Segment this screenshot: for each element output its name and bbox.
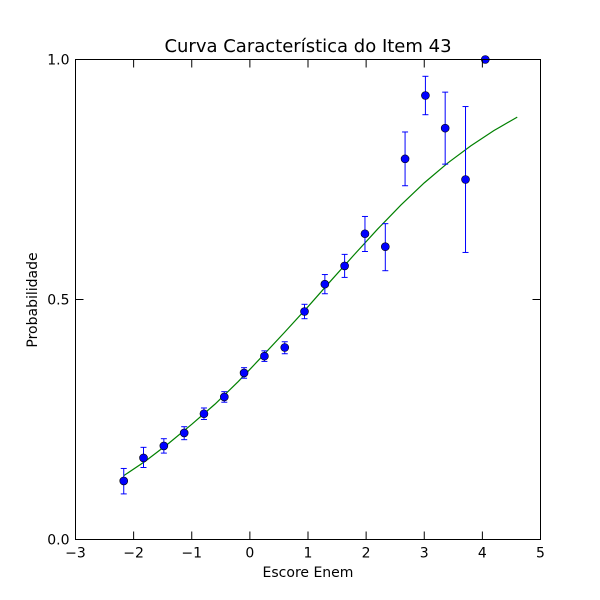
x-tick-label: 1 [304,546,313,562]
data-point [119,476,129,486]
y-tick-label: 1.0 [47,53,69,69]
x-tick-label: 4 [478,546,487,562]
x-tick-label: −3 [65,546,86,562]
x-tick-label: 5 [536,546,545,562]
data-point [239,368,249,378]
data-point [159,441,169,451]
data-point [300,307,309,316]
data-point [381,242,390,251]
data-point [340,261,349,271]
data-point [421,91,430,100]
x-tick-label: 2 [362,546,371,562]
data-point [260,351,269,361]
plot-area [119,55,518,495]
data-point [280,343,290,352]
data-point [139,453,148,463]
chart-title: Curva Característica do Item 43 [164,36,451,57]
data-point [199,409,209,419]
data-point [400,154,410,164]
y-tick-label: 0.0 [47,533,69,549]
data-point [320,279,330,289]
x-axis-label: Escore Enem [263,565,354,581]
x-tick-label: 0 [245,546,254,562]
y-axis-label: Probabilidade [25,252,41,347]
x-tick-label: −1 [181,546,202,562]
data-point [179,428,189,438]
x-tick-label: 3 [420,546,429,562]
y-tick-label: 0.5 [47,293,69,309]
fitted-curve-line [123,116,518,477]
data-point [220,392,229,402]
data-point [461,175,470,184]
x-tick-label: −2 [123,546,144,562]
data-point [360,229,370,239]
data-point [440,123,450,133]
